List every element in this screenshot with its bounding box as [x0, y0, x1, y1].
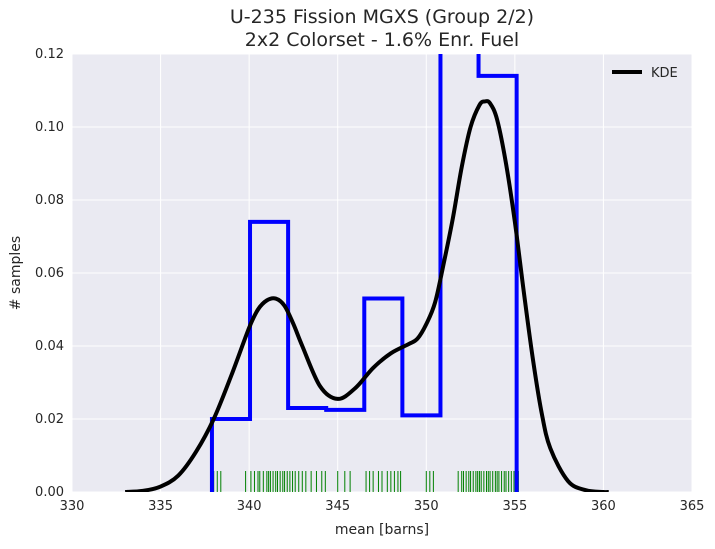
legend-kde-label: KDE [651, 66, 678, 81]
tick-labels: 330 335 340 345 350 355 360 365 0.00 0.02 0.04 0.06… [35, 47, 704, 514]
y-tick-label: 0.08 [35, 193, 64, 208]
gridlines [71, 53, 693, 493]
y-tick-label: 0.04 [35, 339, 64, 354]
x-tick-label: 365 [680, 499, 705, 514]
y-tick-label: 0.06 [35, 266, 64, 281]
x-tick-label: 345 [325, 499, 350, 514]
series-layer [125, 54, 609, 492]
y-tick-label: 0.02 [35, 412, 64, 427]
x-tick-label: 335 [148, 499, 173, 514]
y-tick-label: 0.12 [35, 47, 64, 62]
x-tick-label: 350 [414, 499, 439, 514]
kde-curve [125, 99, 609, 492]
x-axis-label: mean [barns] [335, 522, 429, 538]
histogram-outline [209, 54, 519, 492]
x-tick-label: 355 [502, 499, 527, 514]
y-axis-label: # samples [8, 236, 24, 310]
x-tick-label: 330 [60, 499, 85, 514]
chart-title-line-2: 2x2 Colorset - 1.6% Enr. Fuel [244, 29, 520, 51]
legend: KDE [612, 66, 678, 81]
chart-title-line-1: U-235 Fission MGXS (Group 2/2) [229, 6, 535, 28]
x-tick-label: 360 [591, 499, 616, 514]
legend-kde-swatch [612, 70, 642, 74]
y-tick-label: 0.00 [35, 485, 64, 500]
x-tick-label: 340 [237, 499, 262, 514]
y-tick-label: 0.10 [35, 120, 64, 135]
